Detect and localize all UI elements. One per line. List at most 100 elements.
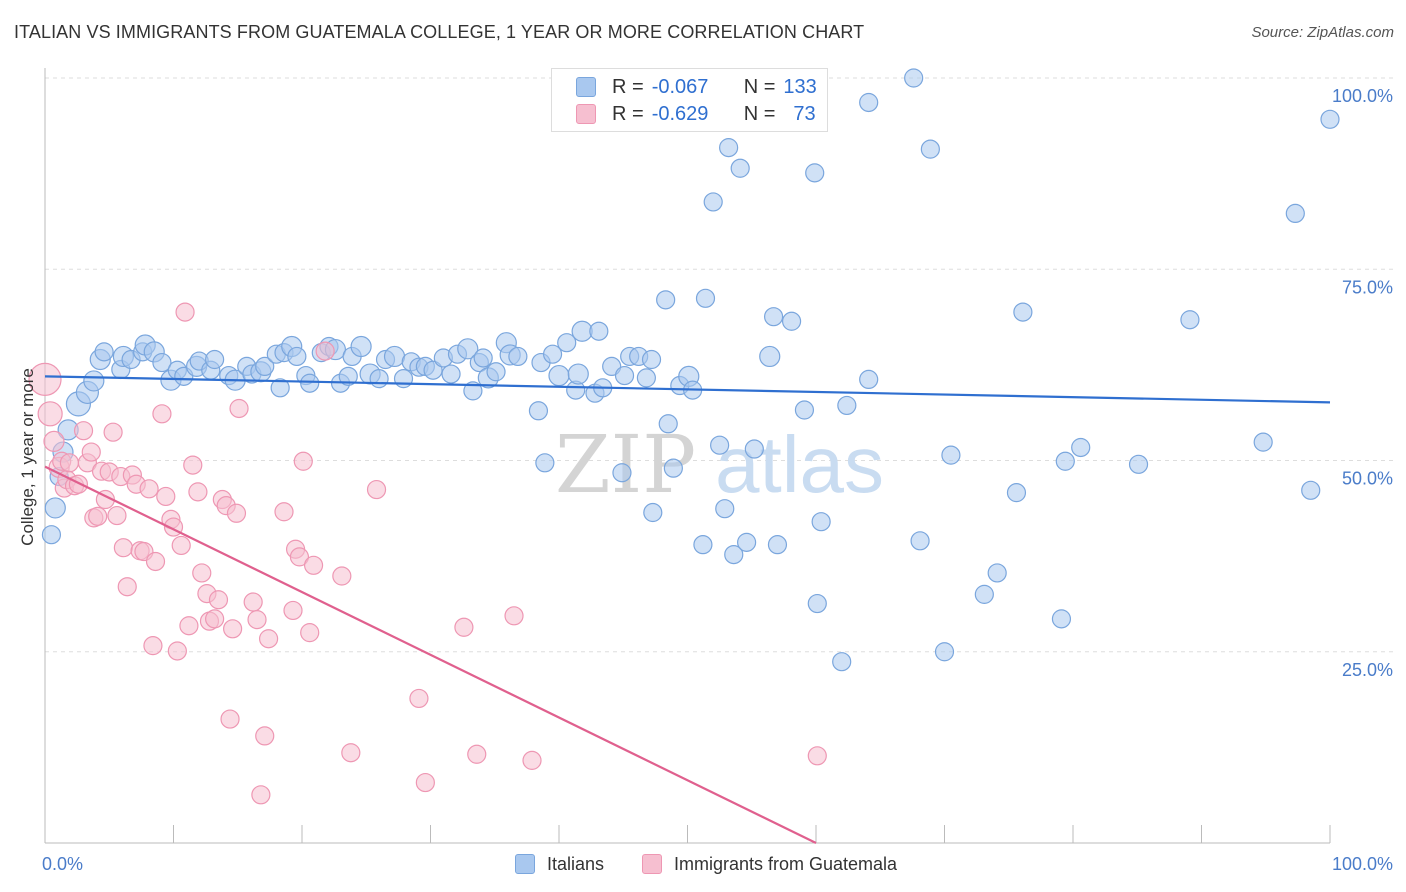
data-point [43,430,65,452]
data-point [393,369,414,389]
italians-r-label: R = [612,75,644,98]
data-point [274,502,294,522]
data-point [229,398,249,419]
data-point [693,535,713,555]
data-point [94,342,114,362]
data-point [383,345,406,368]
data-point [415,772,435,793]
data-point [37,401,63,427]
data-point [113,538,133,558]
data-point [255,726,275,746]
data-point [859,369,879,390]
source-label: Source: ZipAtlas.com [1251,24,1394,41]
data-point [781,311,802,331]
guatemala-r-value: -0.629 [651,102,709,125]
data-point [1013,302,1033,322]
italians-r-value: -0.067 [651,75,709,98]
guatemala-r-label: R = [612,102,644,125]
data-point [719,138,739,158]
data-point [557,333,577,353]
data-point [243,592,263,612]
data-point [107,505,127,526]
data-point [737,532,757,552]
data-point [703,192,723,212]
data-point [68,474,89,494]
data-point [409,688,429,709]
data-point [1055,451,1075,471]
data-point [156,486,176,507]
data-point [1051,609,1072,629]
y-tick-label: 100.0% [1332,86,1393,106]
data-point [226,503,247,523]
data-point [695,288,716,308]
data-point [974,584,994,604]
chart-title: ITALIAN VS IMMIGRANTS FROM GUATEMALA COL… [14,22,865,42]
data-point [486,362,506,382]
correlation-legend: R = -0.067 N = 133 R = -0.629 N = 73 [551,68,828,132]
data-point [463,381,483,401]
data-point [303,555,324,575]
data-point [589,321,609,341]
italians-legend-label: Italians [547,853,605,874]
italians-swatch [576,77,596,97]
guatemala-n-value: 73 [793,102,816,125]
data-point [1128,454,1149,474]
data-point [467,744,487,764]
bottom-legend-italians: Italians [515,851,604,877]
data-point [350,335,372,358]
legend-row-guatemala: R = -0.629 N = 73 [576,101,816,127]
data-point [710,435,730,455]
data-point [83,370,105,392]
data-point [612,463,632,483]
data-point [287,346,307,367]
guatemala-n-label: N = [743,102,776,125]
data-point [139,479,159,499]
data-point [183,455,203,475]
data-point [341,743,361,763]
x-tick-label-min: 0.0% [42,854,83,874]
data-point [205,609,225,629]
data-point [1320,109,1340,129]
data-point [535,453,555,473]
data-point [663,458,683,478]
italians-points [41,68,1340,672]
data-point [145,551,166,572]
data-point [300,373,320,393]
data-point [837,395,857,416]
data-point [934,642,955,662]
watermark-atlas: atlas [715,420,884,509]
data-point [643,502,663,523]
x-tick-label-max: 100.0% [1332,854,1393,874]
data-point [454,617,474,637]
guatemala-legend-label: Immigrants from Guatemala [674,853,898,874]
data-point [614,365,635,386]
y-tick-label: 50.0% [1342,469,1393,489]
data-point [332,566,352,586]
data-point [636,368,656,388]
data-point [987,563,1007,583]
data-point [247,610,267,630]
data-point [258,629,279,649]
data-point [744,439,764,459]
italians-trend-line [44,375,1331,404]
data-point [832,652,852,672]
trend-lines [44,375,1331,844]
data-point [103,422,123,442]
data-point [920,139,940,159]
data-point [767,535,788,555]
data-point [251,785,271,805]
data-point [528,401,549,421]
data-point [41,525,62,545]
data-point [167,641,187,661]
data-point [1253,432,1273,452]
data-point [508,346,528,367]
data-point [44,497,66,519]
data-point [175,302,195,322]
guatemala-trend-line [44,465,817,844]
data-point [81,442,101,462]
data-point [763,307,784,327]
data-point [457,338,479,360]
data-point [270,378,290,398]
data-point [143,636,163,656]
